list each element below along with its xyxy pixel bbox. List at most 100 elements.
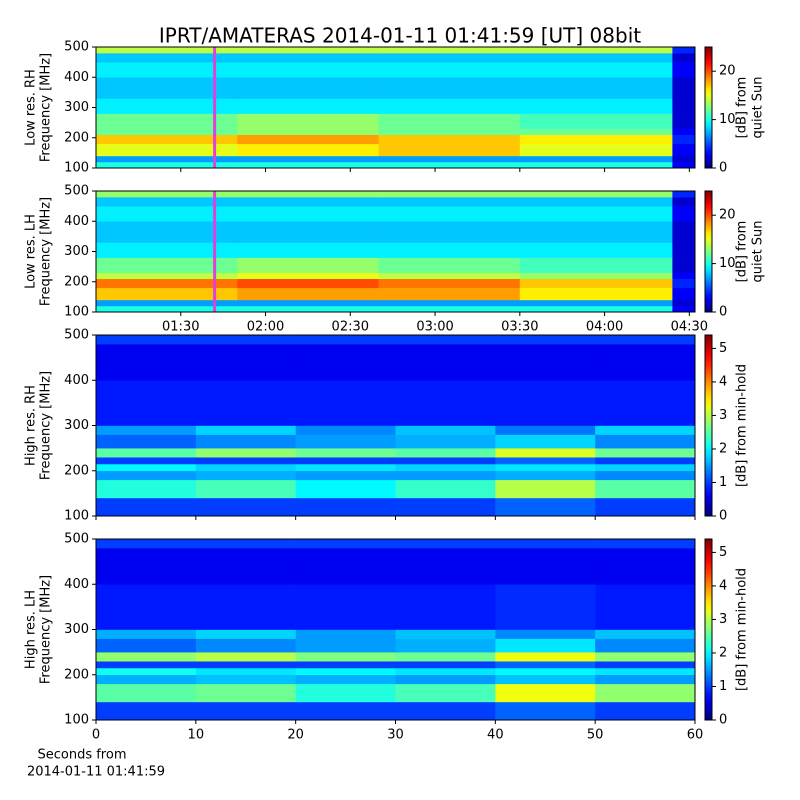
heatmap-cell bbox=[595, 425, 696, 435]
heatmap-cell bbox=[378, 134, 521, 145]
heatmap-cell bbox=[495, 661, 596, 669]
y-tick-label: 500 bbox=[64, 532, 89, 547]
heatmap-cell bbox=[395, 661, 496, 669]
y-axis-label: Frequency [MHz] bbox=[39, 575, 54, 684]
heatmap-cell bbox=[495, 539, 596, 549]
heatmap-cell bbox=[595, 638, 696, 653]
heatmap-cell bbox=[96, 128, 238, 136]
heatmap-cell bbox=[519, 278, 673, 289]
heatmap-cell bbox=[96, 191, 238, 198]
heatmap-cell bbox=[519, 221, 673, 243]
colorbar-tick-label: 4 bbox=[719, 578, 727, 593]
heatmap-cell bbox=[295, 674, 396, 685]
y-tick-label: 100 bbox=[64, 161, 89, 176]
heatmap-cell bbox=[495, 425, 596, 435]
colorbar-tick-label: 5 bbox=[719, 545, 727, 560]
heatmap-cell bbox=[519, 53, 673, 63]
heatmap-cell bbox=[595, 380, 696, 426]
heatmap-cell bbox=[295, 463, 396, 472]
heatmap-cell bbox=[378, 272, 521, 280]
heatmap-cell bbox=[237, 47, 379, 54]
heatmap-cell bbox=[395, 448, 496, 458]
heatmap-cell bbox=[519, 134, 673, 145]
heatmap-cell bbox=[672, 161, 696, 169]
heatmap-cell bbox=[595, 674, 696, 685]
heatmap-cell bbox=[378, 257, 521, 273]
colorbar-tick-label: 0 bbox=[719, 161, 727, 176]
heatmap-cell bbox=[519, 305, 673, 313]
heatmap-cell bbox=[96, 629, 197, 639]
heatmap-cell bbox=[519, 77, 673, 99]
heatmap-cell bbox=[519, 47, 673, 54]
heatmap-cell bbox=[237, 278, 379, 289]
heatmap-cell bbox=[195, 584, 296, 630]
heatmap-cell bbox=[96, 584, 197, 630]
heatmap-cell bbox=[295, 652, 396, 662]
y-tick-label: 300 bbox=[64, 622, 89, 637]
heatmap-cell bbox=[395, 497, 496, 517]
heatmap-cell bbox=[395, 629, 496, 639]
heatmap-cell bbox=[595, 584, 696, 630]
heatmap-cell bbox=[595, 479, 696, 499]
heatmap-cell bbox=[378, 155, 521, 163]
heatmap-cell bbox=[237, 305, 379, 313]
heatmap-cell bbox=[96, 287, 238, 301]
heatmap-cell bbox=[495, 638, 596, 653]
heatmap-cell bbox=[96, 143, 238, 157]
heatmap-cell bbox=[519, 299, 673, 307]
heatmap-cell bbox=[96, 221, 238, 243]
heatmap-cell bbox=[672, 305, 696, 313]
heatmap-cell bbox=[237, 242, 379, 258]
heatmap-cell bbox=[237, 155, 379, 163]
heatmap-cell bbox=[295, 584, 396, 630]
heatmap-cell bbox=[237, 197, 379, 207]
x-tick-label: 30 bbox=[387, 728, 404, 743]
heatmap-cell bbox=[237, 98, 379, 114]
heatmap-cell bbox=[395, 701, 496, 721]
heatmap-cell bbox=[96, 278, 238, 289]
heatmap-cell bbox=[195, 479, 296, 499]
heatmap-cell bbox=[495, 584, 596, 630]
heatmap-cell bbox=[96, 548, 197, 585]
heatmap-cell bbox=[295, 434, 396, 449]
heatmap-cell bbox=[96, 344, 197, 381]
heatmap-cell bbox=[378, 128, 521, 136]
heatmap-cell bbox=[495, 380, 596, 426]
heatmap-cell bbox=[395, 479, 496, 499]
heatmap-cell bbox=[595, 463, 696, 472]
heatmap-cell bbox=[495, 470, 596, 481]
heatmap-cell bbox=[96, 257, 238, 273]
heatmap-cell bbox=[395, 434, 496, 449]
heatmap-cell bbox=[96, 463, 197, 472]
heatmap-cell bbox=[395, 539, 496, 549]
heatmap-cell bbox=[96, 380, 197, 426]
colorbar-label: [dB] from bbox=[735, 77, 750, 139]
heatmap-cell bbox=[96, 299, 238, 307]
heatmap-cell bbox=[195, 335, 296, 345]
y-tick-label: 200 bbox=[64, 274, 89, 289]
x-tick-label: 40 bbox=[487, 728, 504, 743]
heatmap-cell bbox=[96, 335, 197, 345]
heatmap-cell bbox=[395, 667, 496, 676]
heatmap-cell bbox=[595, 652, 696, 662]
heatmap-cell bbox=[96, 98, 238, 114]
heatmap-cell bbox=[237, 128, 379, 136]
heatmap-cell bbox=[395, 380, 496, 426]
heatmap-cell bbox=[378, 299, 521, 307]
heatmap-cell bbox=[96, 242, 238, 258]
colorbar-tick-label: 0 bbox=[719, 509, 727, 524]
heatmap-cell bbox=[237, 191, 379, 198]
y-tick-label: 400 bbox=[64, 214, 89, 229]
heatmap-cell bbox=[96, 206, 238, 222]
heatmap-cell bbox=[295, 335, 396, 345]
x-tick-label: 03:00 bbox=[416, 320, 453, 335]
y-tick-label: 200 bbox=[64, 463, 89, 478]
heatmap-cell bbox=[295, 425, 396, 435]
heatmap-cell bbox=[395, 674, 496, 685]
heatmap-cell bbox=[195, 448, 296, 458]
heatmap-cell bbox=[495, 448, 596, 458]
heatmap-cell bbox=[195, 380, 296, 426]
heatmap-cell bbox=[519, 143, 673, 157]
heatmap-cell bbox=[237, 257, 379, 273]
heatmap-cell bbox=[295, 448, 396, 458]
